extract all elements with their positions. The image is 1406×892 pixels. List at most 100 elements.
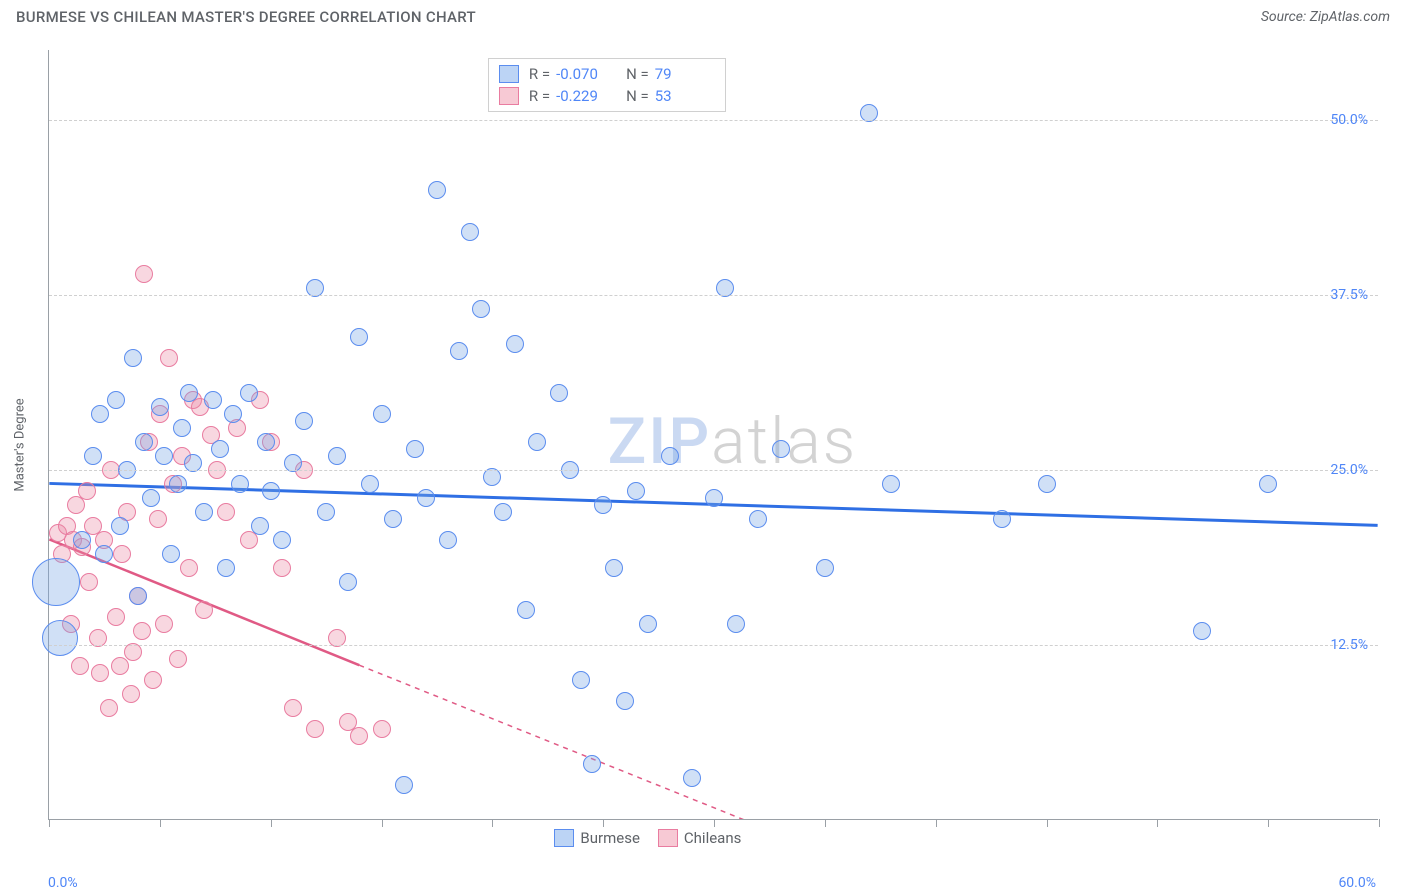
n-value: 53 <box>655 87 715 105</box>
scatter-point <box>84 447 102 465</box>
series-legend: Burmese Chileans <box>554 829 741 847</box>
chart-header: BURMESE VS CHILEAN MASTER'S DEGREE CORRE… <box>0 0 1406 30</box>
scatter-point <box>184 391 202 409</box>
scatter-point <box>42 620 78 656</box>
scatter-point <box>73 538 91 556</box>
x-tick <box>1157 819 1158 827</box>
scatter-point <box>140 433 158 451</box>
scatter-point <box>133 622 151 640</box>
legend-swatch <box>499 87 519 105</box>
scatter-point <box>772 440 790 458</box>
scatter-point <box>273 531 291 549</box>
legend-swatch <box>554 829 574 847</box>
x-tick <box>1047 819 1048 827</box>
x-tick <box>603 819 604 827</box>
scatter-point <box>95 545 113 563</box>
scatter-point <box>173 447 191 465</box>
scatter-point <box>169 650 187 668</box>
scatter-point <box>262 482 280 500</box>
x-axis-max-label: 60.0% <box>1338 875 1376 891</box>
scatter-point <box>195 503 213 521</box>
trend-line <box>49 539 359 665</box>
scatter-point <box>91 664 109 682</box>
scatter-point <box>816 559 834 577</box>
x-tick <box>492 819 493 827</box>
scatter-point <box>100 699 118 717</box>
scatter-point <box>295 412 313 430</box>
scatter-point <box>107 608 125 626</box>
scatter-point <box>350 727 368 745</box>
y-axis-title: Master's Degree <box>13 398 28 491</box>
scatter-point <box>144 671 162 689</box>
scatter-point <box>195 601 213 619</box>
watermark-atlas: atlas <box>711 404 857 479</box>
n-label: N = <box>626 65 649 83</box>
x-tick <box>825 819 826 827</box>
scatter-point <box>71 657 89 675</box>
scatter-point <box>67 496 85 514</box>
scatter-point <box>160 349 178 367</box>
scatter-point <box>251 517 269 535</box>
scatter-point <box>993 510 1011 528</box>
scatter-point <box>594 496 612 514</box>
scatter-point <box>155 615 173 633</box>
source-name: ZipAtlas.com <box>1310 9 1390 25</box>
scatter-point <box>428 181 446 199</box>
legend-swatch <box>658 829 678 847</box>
gridline-h <box>49 120 1378 121</box>
scatter-point <box>217 559 235 577</box>
trend-lines-layer <box>49 50 1378 819</box>
x-tick <box>49 819 50 827</box>
scatter-point <box>350 328 368 346</box>
scatter-point <box>461 223 479 241</box>
scatter-point <box>627 482 645 500</box>
scatter-point <box>616 692 634 710</box>
trend-line-extrapolated <box>359 665 846 819</box>
scatter-point <box>113 545 131 563</box>
scatter-point <box>257 433 275 451</box>
n-value: 79 <box>655 65 715 83</box>
scatter-point <box>58 517 76 535</box>
r-label: R = <box>529 65 550 83</box>
scatter-point <box>373 720 391 738</box>
scatter-point <box>1259 475 1277 493</box>
plot-area: ZIPatlas R = -0.070 N = 79 R = -0.229 N … <box>48 50 1378 820</box>
scatter-point <box>228 419 246 437</box>
scatter-point <box>149 510 167 528</box>
scatter-point <box>882 475 900 493</box>
scatter-point <box>91 405 109 423</box>
scatter-point <box>95 531 113 549</box>
scatter-point <box>32 558 80 606</box>
r-value: -0.070 <box>556 65 616 83</box>
x-tick <box>1268 819 1269 827</box>
scatter-point <box>373 405 391 423</box>
scatter-point <box>224 405 242 423</box>
legend-swatch <box>499 65 519 83</box>
gridline-h <box>49 295 1378 296</box>
chart-source: Source: ZipAtlas.com <box>1261 9 1390 25</box>
scatter-point <box>135 265 153 283</box>
scatter-point <box>211 440 229 458</box>
scatter-point <box>180 384 198 402</box>
chart-container: Master's Degree ZIPatlas R = -0.070 N = … <box>40 50 1390 840</box>
gridline-h <box>49 645 1378 646</box>
scatter-point <box>328 447 346 465</box>
scatter-point <box>683 769 701 787</box>
r-label: R = <box>529 87 550 105</box>
watermark-zip: ZIP <box>608 404 712 479</box>
scatter-point <box>450 342 468 360</box>
scatter-point <box>169 475 187 493</box>
scatter-point <box>135 433 153 451</box>
scatter-point <box>64 531 82 549</box>
scatter-point <box>202 426 220 444</box>
series-legend-label: Chileans <box>684 829 741 847</box>
scatter-point <box>1193 622 1211 640</box>
y-tick-label: 37.5% <box>1330 287 1368 303</box>
scatter-point <box>273 559 291 577</box>
scatter-point <box>395 776 413 794</box>
scatter-point <box>472 300 490 318</box>
scatter-point <box>583 755 601 773</box>
scatter-point <box>191 398 209 416</box>
series-legend-item: Burmese <box>554 829 640 847</box>
x-tick <box>160 819 161 827</box>
